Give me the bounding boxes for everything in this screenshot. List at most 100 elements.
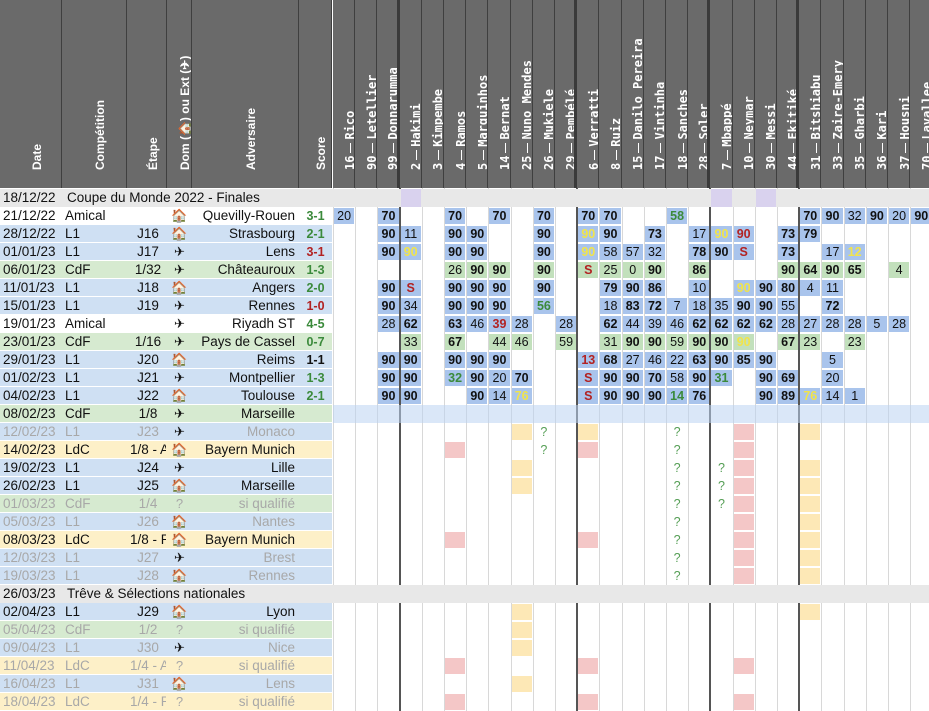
gridline <box>754 188 756 711</box>
player-header-label: 17 Vintinha <box>653 82 665 170</box>
row-band <box>0 603 332 621</box>
match-row[interactable]: 08/03/23 LdC 1/8 - R 🏠 Bayern Munich? <box>0 531 929 549</box>
player-header-8[interactable]: 25 Nuno Mendes <box>510 0 533 188</box>
unknown-venue-icon: ? <box>175 694 184 709</box>
match-row[interactable]: 21/12/22 Amical 🏠 Quevilly-Rouen 3-1 20 70 70 70… <box>0 207 929 225</box>
row-stage: 1/32 <box>134 262 162 277</box>
match-row[interactable]: 04/02/23 L1 J22 🏠 Toulouse 2-1 90 90 90 14 76 S 90 90… <box>0 387 929 405</box>
injury-marker <box>578 442 599 458</box>
injury-marker <box>445 658 466 674</box>
player-header-3[interactable]: 2 Hakimi <box>399 0 422 188</box>
match-row[interactable]: 23/01/23 CdF 1/16 ✈ Pays de Cassel 0-7 33 67 44 4… <box>0 333 929 351</box>
player-header-2[interactable]: 99 Donnarumma <box>377 0 400 188</box>
match-row[interactable]: 16/04/23 L1 J31 🏠 Lens <box>0 675 929 693</box>
match-row[interactable]: 11/01/23 L1 J18 🏠 Angers 2-0 90 S 90 90 90 90 79 90 86… <box>0 279 929 297</box>
match-row[interactable]: 14/02/23 LdC 1/8 - A 🏠 Bayern Munich?? <box>0 441 929 459</box>
player-header-14[interactable]: 17 Vintinha <box>643 0 666 188</box>
match-row[interactable]: 02/04/23 L1 J29 🏠 Lyon <box>0 603 929 621</box>
minutes-cell: 76 <box>689 388 710 404</box>
gridline <box>821 188 823 711</box>
uncertain-marker: ? <box>673 425 681 439</box>
player-header-26[interactable]: 70 Lavallee <box>910 0 929 188</box>
section-row[interactable]: 26/03/23 Trêve & Sélections nationales <box>0 585 929 603</box>
match-row[interactable]: 19/01/23 Amical ✈ Riyadh ST 4-5 28 62 63 46 39 28 2… <box>0 315 929 333</box>
row-stage: J17 <box>137 244 159 259</box>
player-header-10[interactable]: 29 Pembélé <box>555 0 578 188</box>
player-header-23[interactable]: 35 Gharbi <box>843 0 866 188</box>
player-header-16[interactable]: 28 Soler <box>688 0 711 188</box>
column-header-2[interactable]: Étape <box>127 0 167 188</box>
section-row[interactable]: 18/12/22 Coupe du Monde 2022 - Finales <box>0 189 929 207</box>
column-header-3[interactable]: Dom (🏠) ou Ext (✈) <box>167 0 192 188</box>
match-row[interactable]: 09/04/23 L1 J30 ✈ Nice <box>0 639 929 657</box>
player-header-11[interactable]: 6 Verratti <box>577 0 600 188</box>
player-header-4[interactable]: 3 Kimpembe <box>421 0 444 188</box>
row-band <box>0 495 332 513</box>
match-row[interactable]: 01/03/23 CdF 1/4? si qualifié?? <box>0 495 929 513</box>
player-header-1[interactable]: 90 Letellier <box>355 0 378 188</box>
minutes-cell: 90 <box>445 352 466 368</box>
player-header-5[interactable]: 4 Ramos <box>444 0 467 188</box>
injury-marker <box>733 496 754 512</box>
player-header-12[interactable]: 8 Ruiz <box>599 0 622 188</box>
gridline <box>421 188 423 711</box>
minutes-cell: 62 <box>689 316 710 332</box>
minutes-cell: 18 <box>689 298 710 314</box>
player-header-15[interactable]: 18 Sanches <box>666 0 689 188</box>
player-number: 26 <box>542 155 555 170</box>
player-header-13[interactable]: 15 Danilo Pereira <box>621 0 644 188</box>
airplane-icon: ✈ <box>174 298 185 313</box>
match-row[interactable]: 05/03/23 L1 J26 🏠 Nantes? <box>0 513 929 531</box>
separator <box>815 142 817 153</box>
column-header-4[interactable]: Adversaire <box>192 0 299 188</box>
minutes-cell: 65 <box>844 262 865 278</box>
minutes-cell: 70 <box>600 208 621 224</box>
row-opponent: Lens <box>265 676 295 691</box>
minutes-cell: 90 <box>467 226 488 242</box>
match-row[interactable]: 01/01/23 L1 J17 ✈ Lens 3-1 90 90 90 90 90 90 58 57 32 7… <box>0 243 929 261</box>
minutes-cell: 90 <box>378 370 399 386</box>
absence-marker <box>511 640 532 656</box>
match-row[interactable]: 26/02/23 L1 J25 🏠 Marseille?? <box>0 477 929 495</box>
player-header-9[interactable]: 26 Mukiele <box>532 0 555 188</box>
player-header-19[interactable]: 30 Messi <box>754 0 777 188</box>
minutes-cell: 7 <box>667 298 688 314</box>
player-header-6[interactable]: 5 Marquinhos <box>466 0 489 188</box>
minutes-cell: 90 <box>689 370 710 386</box>
player-header-7[interactable]: 14 Bernat <box>488 0 511 188</box>
match-row[interactable]: 12/03/23 L1 J27 ✈ Brest? <box>0 549 929 567</box>
match-row[interactable]: 12/02/23 L1 J23 ✈ Monaco?? <box>0 423 929 441</box>
match-row[interactable]: 06/01/23 CdF 1/32 ✈ Châteauroux 1-3 26 90 90 90 S 2… <box>0 261 929 279</box>
player-header-22[interactable]: 33 Zaire-Emery <box>821 0 844 188</box>
minutes-cell: 70 <box>644 370 665 386</box>
match-row[interactable]: 19/03/23 L1 J28 🏠 Rennes? <box>0 567 929 585</box>
player-number: 90 <box>364 155 378 170</box>
match-row[interactable]: 08/02/23 CdF 1/8 ✈ Marseille <box>0 405 929 423</box>
player-header-21[interactable]: 31 Bitshiabu <box>799 0 822 188</box>
separator <box>416 149 418 160</box>
column-header-0[interactable]: Date <box>0 0 62 188</box>
row-band <box>0 297 332 315</box>
player-header-25[interactable]: 37 Housni <box>888 0 911 188</box>
match-row[interactable]: 01/02/23 L1 J21 ✈ Montpellier 1-3 90 90 32 90 20 70… <box>0 369 929 387</box>
player-header-20[interactable]: 44 Ekitiké <box>777 0 800 188</box>
separator <box>392 142 394 153</box>
airplane-icon: ✈ <box>174 640 185 655</box>
match-row[interactable]: 18/04/23 LdC 1/4 - R? si qualifié <box>0 693 929 711</box>
match-row[interactable]: 28/12/22 L1 J16 🏠 Strasbourg 2-1 90 11 90 90 90 90 9… <box>0 225 929 243</box>
match-row[interactable]: 15/01/23 L1 J19 ✈ Rennes 1-0 90 34 90 90 90 56 18 83 7… <box>0 297 929 315</box>
match-row[interactable]: 05/04/23 CdF 1/2? si qualifié <box>0 621 929 639</box>
row-stage: J22 <box>137 388 159 403</box>
minutes-cell: 27 <box>800 316 821 332</box>
column-header-5[interactable]: Score <box>299 0 332 188</box>
match-row[interactable]: 11/04/23 LdC 1/4 - A? si qualifié <box>0 657 929 675</box>
minutes-cell: 86 <box>689 262 710 278</box>
match-row[interactable]: 19/02/23 L1 J24 ✈ Lille?? <box>0 459 929 477</box>
column-header-1[interactable]: Compétition <box>62 0 127 188</box>
player-header-0[interactable]: 16 Rico <box>333 0 356 188</box>
match-row[interactable]: 29/01/23 L1 J20 🏠 Reims 1-1 90 90 90 90 90 13 68 27 46… <box>0 351 929 369</box>
player-header-18[interactable]: 10 Neymar <box>732 0 755 188</box>
player-header-24[interactable]: 36 Kari <box>865 0 888 188</box>
player-name: Pembélé <box>563 88 578 140</box>
player-header-17[interactable]: 7 Mbappé <box>710 0 733 188</box>
